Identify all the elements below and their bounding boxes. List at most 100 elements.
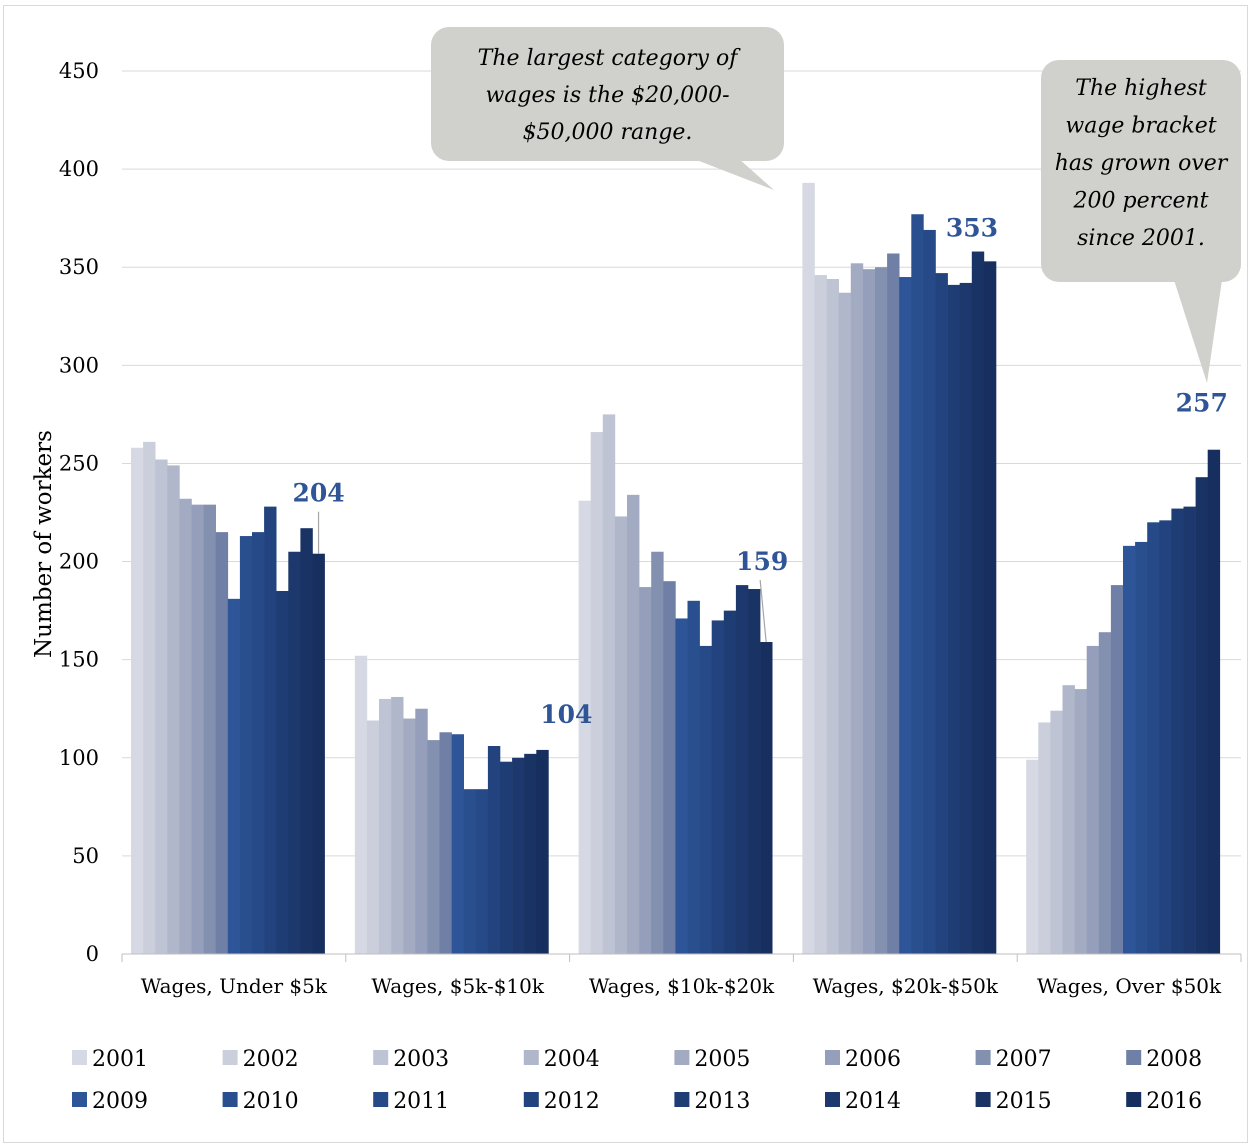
bar xyxy=(487,746,501,954)
legend-item: 2002 xyxy=(222,1047,299,1072)
y-tick-label: 50 xyxy=(72,844,99,868)
x-axis xyxy=(121,953,1242,962)
legend-swatch xyxy=(674,1092,690,1107)
y-tick-label: 100 xyxy=(59,746,99,770)
callout-text-line: 200 percent xyxy=(1073,189,1209,214)
bar xyxy=(1195,477,1208,954)
legend-label: 2013 xyxy=(694,1089,750,1114)
callout-text-line: wages is the $20,000- xyxy=(485,83,729,108)
bar xyxy=(167,465,180,954)
bar xyxy=(687,600,700,954)
legend-label: 2012 xyxy=(544,1089,600,1114)
bar xyxy=(524,753,537,954)
callouts: The largest category of wages is the $20,… xyxy=(431,27,1241,383)
legend-label: 2014 xyxy=(845,1089,901,1114)
x-category-label: Wages, Over $50k xyxy=(1037,974,1222,998)
bar xyxy=(911,214,924,955)
legend-item: 2006 xyxy=(825,1047,901,1072)
bar xyxy=(651,551,664,954)
bar xyxy=(887,253,900,954)
bar xyxy=(288,551,301,954)
bar xyxy=(802,182,815,954)
bar xyxy=(971,251,985,955)
legend-swatch xyxy=(674,1050,690,1065)
data-label: 104 xyxy=(540,700,592,729)
legend-label: 2015 xyxy=(996,1089,1052,1114)
bar xyxy=(760,642,773,954)
legend-swatch xyxy=(523,1050,539,1065)
x-category-label: Wages, $5k-$10k xyxy=(371,974,545,998)
legend-swatch xyxy=(222,1050,238,1065)
y-tick-label: 400 xyxy=(59,157,99,181)
bar xyxy=(379,698,392,954)
legend-label: 2002 xyxy=(243,1047,299,1072)
callout-text-line: wage bracket xyxy=(1065,114,1216,139)
bar xyxy=(663,581,676,954)
bar xyxy=(1086,645,1100,954)
y-tick-label: 350 xyxy=(59,255,99,279)
bar xyxy=(227,598,241,954)
legend-swatch xyxy=(72,1092,87,1107)
bar xyxy=(959,282,973,954)
bar xyxy=(191,504,204,954)
bar xyxy=(850,263,864,954)
x-category-label: Wages, Under $5k xyxy=(141,974,328,998)
bar xyxy=(875,267,888,954)
callout-bubble: The largest category of wages is the $20,… xyxy=(431,27,784,190)
x-axis-category-labels: Wages, Under $5k Wages, $5k-$10k Wages, $1… xyxy=(141,974,1222,998)
bar xyxy=(614,516,628,954)
bar xyxy=(735,585,749,954)
bar xyxy=(512,757,525,954)
x-category-label: Wages, $10k-$20k xyxy=(589,974,775,998)
bar xyxy=(439,732,452,954)
data-label: 204 xyxy=(292,479,344,508)
legend-label: 2006 xyxy=(845,1047,901,1072)
bar xyxy=(983,261,997,954)
bar xyxy=(179,498,192,954)
bar xyxy=(1171,508,1184,954)
legend-item: 2003 xyxy=(373,1047,449,1072)
callout-pointer xyxy=(694,159,774,190)
bar xyxy=(1123,545,1136,954)
bar xyxy=(627,494,640,954)
bar xyxy=(1183,506,1196,954)
callout-text-line: has grown over xyxy=(1055,151,1229,176)
bar xyxy=(1159,520,1172,954)
bar xyxy=(1110,585,1124,954)
callout-pointer xyxy=(1174,280,1222,383)
data-labels: 204 104 159 353 257 xyxy=(292,213,1227,729)
bar xyxy=(536,749,549,954)
callout-text-line: The highest xyxy=(1075,76,1207,101)
bars xyxy=(131,182,1221,955)
bar xyxy=(451,734,464,954)
data-label: 159 xyxy=(736,547,788,576)
bar xyxy=(300,528,313,954)
legend-item: 2005 xyxy=(674,1047,750,1072)
bar xyxy=(1050,710,1063,954)
legend-item: 2015 xyxy=(975,1089,1052,1114)
legend-swatch xyxy=(373,1050,389,1065)
bar xyxy=(1135,541,1148,954)
y-tick-label: 150 xyxy=(59,648,99,672)
legend-swatch xyxy=(1126,1050,1142,1065)
chart-frame: 0 50 100 150 200 250 300 350 400 450 Wages, Under… xyxy=(3,5,1248,1143)
legend-label: 2016 xyxy=(1146,1089,1202,1114)
y-tick-label: 250 xyxy=(59,451,99,475)
legend-label: 2004 xyxy=(544,1047,600,1072)
legend-label: 2005 xyxy=(694,1047,750,1072)
legend-swatch xyxy=(373,1092,389,1107)
bar xyxy=(1074,689,1087,954)
bar xyxy=(862,269,876,954)
bar xyxy=(1207,449,1221,954)
callout-box xyxy=(431,27,784,161)
legend-label: 2007 xyxy=(996,1047,1052,1072)
bar xyxy=(415,708,428,954)
bar xyxy=(276,590,289,954)
bar xyxy=(723,610,737,954)
chart-canvas: 0 50 100 150 200 250 300 350 400 450 Wages, Under… xyxy=(31,27,1242,1114)
bar xyxy=(590,432,604,954)
y-axis-tick-labels: 0 50 100 150 200 250 300 350 400 450 xyxy=(59,59,99,966)
bar xyxy=(748,589,761,954)
legend-item: 2010 xyxy=(222,1089,299,1114)
y-tick-label: 0 xyxy=(86,942,99,966)
